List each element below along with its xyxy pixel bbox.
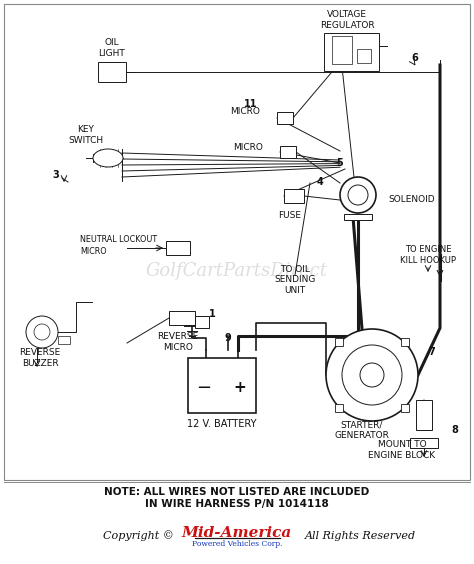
- Text: 11: 11: [244, 99, 258, 109]
- Bar: [58, 336, 70, 344]
- Bar: [401, 403, 409, 412]
- Bar: [357, 49, 371, 63]
- Circle shape: [342, 345, 402, 405]
- Text: Mid-America: Mid-America: [182, 526, 292, 540]
- Text: MOUNT TO
ENGINE BLOCK: MOUNT TO ENGINE BLOCK: [368, 440, 436, 460]
- Text: REVERSE
MICRO: REVERSE MICRO: [157, 332, 199, 352]
- Text: 3: 3: [53, 170, 59, 180]
- Text: 6: 6: [411, 53, 419, 63]
- Circle shape: [348, 185, 368, 205]
- Text: FUSE: FUSE: [279, 210, 301, 219]
- Text: VOLTAGE
REGULATOR: VOLTAGE REGULATOR: [319, 10, 374, 30]
- Text: Copyright ©: Copyright ©: [102, 531, 173, 541]
- Text: MICRO: MICRO: [233, 143, 263, 152]
- Bar: [188, 358, 256, 412]
- Text: +: +: [234, 381, 246, 395]
- Text: NEUTRAL LOCKOUT: NEUTRAL LOCKOUT: [80, 236, 157, 245]
- Bar: [336, 338, 344, 346]
- Circle shape: [326, 329, 418, 421]
- Bar: [284, 189, 304, 203]
- Text: TO ENGINE
KILL HOOKUP: TO ENGINE KILL HOOKUP: [400, 245, 456, 265]
- Text: 8: 8: [452, 425, 458, 435]
- Text: Powered Vehicles Corp.: Powered Vehicles Corp.: [192, 540, 282, 548]
- Bar: [410, 438, 438, 448]
- Bar: [98, 62, 126, 82]
- Text: REVERSE
BUZZER: REVERSE BUZZER: [19, 349, 61, 368]
- Bar: [401, 338, 409, 346]
- Text: 5: 5: [337, 158, 343, 168]
- Bar: [169, 311, 195, 325]
- Circle shape: [26, 316, 58, 348]
- Text: −: −: [196, 379, 211, 397]
- Bar: [344, 214, 372, 220]
- Text: 1: 1: [209, 309, 215, 319]
- Text: 4: 4: [317, 177, 323, 187]
- Text: 9: 9: [225, 333, 231, 343]
- Ellipse shape: [93, 149, 123, 167]
- Text: NOTE: ALL WIRES NOT LISTED ARE INCLUDED: NOTE: ALL WIRES NOT LISTED ARE INCLUDED: [104, 487, 370, 497]
- Text: OIL
LIGHT: OIL LIGHT: [99, 38, 126, 58]
- Circle shape: [360, 363, 384, 387]
- Text: SOLENOID: SOLENOID: [388, 196, 435, 205]
- Text: MICRO: MICRO: [80, 246, 107, 255]
- Bar: [416, 400, 432, 430]
- Text: KEY
SWITCH: KEY SWITCH: [68, 125, 103, 145]
- Text: 7: 7: [428, 347, 436, 357]
- Bar: [195, 316, 209, 328]
- Bar: [166, 241, 190, 255]
- Text: TO OIL
SENDING
UNIT: TO OIL SENDING UNIT: [274, 265, 316, 295]
- Bar: [277, 112, 293, 124]
- Bar: [4, 4, 470, 480]
- Bar: [332, 36, 352, 64]
- Text: 12 V. BATTERY: 12 V. BATTERY: [187, 419, 257, 429]
- Text: MICRO: MICRO: [230, 108, 260, 117]
- Circle shape: [340, 177, 376, 213]
- Text: IN WIRE HARNESS P/N 1014118: IN WIRE HARNESS P/N 1014118: [145, 499, 329, 509]
- Bar: [325, 33, 380, 71]
- Text: STARTER/
GENERATOR: STARTER/ GENERATOR: [335, 420, 390, 440]
- Circle shape: [34, 324, 50, 340]
- Bar: [336, 403, 344, 412]
- Bar: [280, 146, 296, 158]
- Text: All Rights Reserved: All Rights Reserved: [304, 531, 416, 541]
- Text: GolfCartPartsDirect: GolfCartPartsDirect: [146, 262, 328, 280]
